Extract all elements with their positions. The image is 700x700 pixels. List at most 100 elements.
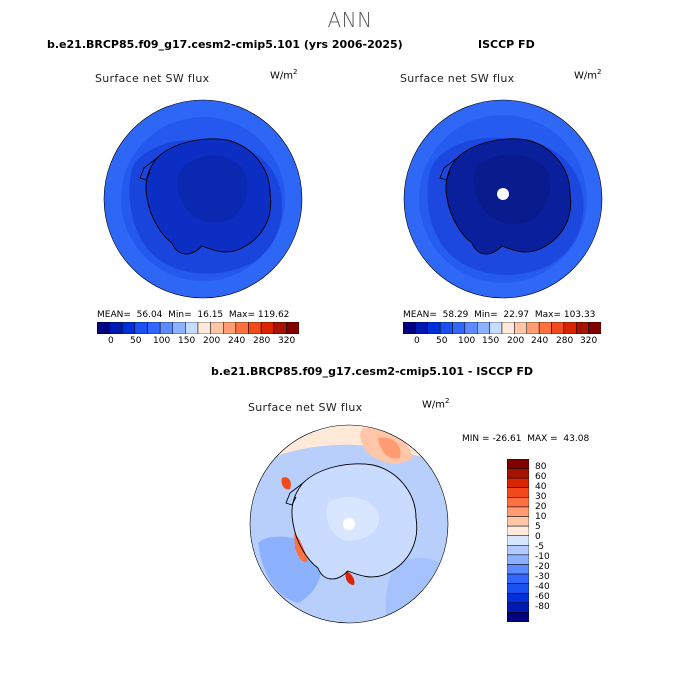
panel2-colorbar-swatch [403,322,416,334]
panel2-colorbar-swatch [477,322,490,334]
panel3-colorbar-swatch [507,535,529,546]
panel1-tick: 240 [228,336,246,346]
panel1-case-title: b.e21.BRCP85.f09_g17.cesm2-cmip5.101 (yr… [47,38,403,51]
panel2-tick: 150 [482,336,500,346]
panel2-colorbar-swatch [526,322,540,334]
panel2-tick: 200 [507,336,525,346]
panel1-colorbar-swatch [248,322,262,334]
panel3-colorbar-swatch [507,554,529,565]
panel1-colorbar-swatch [286,322,299,334]
panel1-stats: MEAN= 56.04 Min= 16.15 Max= 119.62 [97,310,290,320]
panel3-tick: -60 [535,592,550,602]
panel2-colorbar-swatch [514,322,528,334]
panel3-pole-hole [343,518,355,530]
panel1-variable-title: Surface net SW flux [95,72,210,85]
panel2-colorbar-ticks: 0 50 100 150 200 240 280 320 [403,336,613,348]
panel2-colorbar-swatch [588,322,601,334]
panel1-colorbar-swatch [185,322,199,334]
panel3-coastline [291,463,418,580]
panel3-case-title: b.e21.BRCP85.f09_g17.cesm2-cmip5.101 - I… [211,365,533,378]
panel1-tick: 280 [253,336,271,346]
panel1-colorbar-ticks: 0 50 100 150 200 240 280 320 [97,336,307,348]
panel3-colorbar-swatch [507,573,529,584]
panel3-colorbar-swatch [507,592,529,604]
panel3-tick: -80 [535,602,550,612]
panel3-tick: -20 [535,562,550,572]
panel2-tick: 240 [531,336,549,346]
panel1-peninsula [139,157,158,181]
panel1-colorbar-swatch [134,322,148,334]
panel3-peninsula [285,482,304,506]
panel2-pole-hole [497,188,509,200]
panel2-colorbar-swatch [427,322,441,334]
panel2-tick: 100 [458,336,476,346]
panel1-coastline [145,138,272,255]
panel3-max-value: 43.08 [563,434,590,444]
panel3-tick: 0 [535,532,541,542]
panel3-colorbar-swatch [507,545,529,556]
panel1-tick: 200 [203,336,221,346]
panel2-colorbar-swatch [452,322,466,334]
panel2-variable-title: Surface net SW flux [400,72,515,85]
panel2-colorbar-swatch [576,322,589,334]
panel3-plateau-field [326,497,379,541]
panel1-colorbar-swatch [210,322,224,334]
panel3-units: W/m2 [422,397,450,411]
panel2-tick: 280 [556,336,574,346]
panel1-units: W/m2 [270,68,298,82]
panel3-map-border [249,424,449,624]
panel2-tick: 320 [580,336,598,346]
panel3-warm-peninsula [281,477,291,490]
panel2-colorbar-swatch [501,322,515,334]
panel2-mean-value: 58.29 [442,310,469,320]
panel3-colorbar [507,459,529,622]
panel2-polar-map [403,99,603,299]
panel2-colorbar-swatch [551,322,565,334]
panel1-tick: 50 [130,336,142,346]
panel3-tick: -40 [535,582,550,592]
panel2-peninsula [439,157,458,181]
panel2-plateau-field [473,154,550,225]
panel3-tick: 80 [535,462,547,472]
panel2-colorbar-swatch [464,322,478,334]
panel1-max-value: 119.62 [257,310,290,320]
panel3-colorbar-swatch [507,516,529,527]
panel3-colorbar-swatch [507,602,529,613]
panel1-tick: 320 [278,336,296,346]
panel3-tick: 10 [535,512,547,522]
panel2-colorbar [403,322,601,334]
panel2-tick: 50 [436,336,448,346]
panel2-colorbar-swatch [538,322,552,334]
panel1-colorbar-swatch [223,322,237,334]
panel2-tick: 0 [414,336,420,346]
panel3-tick: 20 [535,502,547,512]
panel3-colorbar-swatch [507,487,529,498]
panel1-colorbar-swatch [109,322,123,334]
panel1-colorbar-swatch [172,322,186,334]
panel2-colorbar-swatch [439,322,453,334]
panel1-map-border [103,99,303,299]
panel1-plateau-field [177,155,248,223]
panel3-min-value: -26.61 [492,434,522,444]
panel2-case-title: ISCCP FD [478,38,535,51]
panel1-mean-value: 56.04 [136,310,163,320]
panel2-coastline [445,138,572,255]
season-title: ANN [327,8,373,32]
panel1-min-value: 16.15 [197,310,224,320]
panel1-colorbar-swatch [260,322,275,334]
panel2-stats: MEAN= 58.29 Min= 22.97 Max= 103.33 [403,310,596,320]
panel1-tick: 0 [108,336,114,346]
panel3-polar-map [249,424,449,624]
panel2-units: W/m2 [574,68,602,82]
panel3-tick: -30 [535,572,550,582]
panel3-colorbar-swatch [507,506,529,517]
panel2-colorbar-swatch [415,322,429,334]
panel3-tick: 40 [535,482,547,492]
panel3-colorbar-swatch [507,612,529,622]
panel2-colorbar-swatch [563,322,577,334]
panel3-colorbar-swatch [507,468,529,479]
panel3-tick: -10 [535,552,550,562]
panel3-stats: MIN = -26.61 MAX = 43.08 [462,434,590,444]
panel2-map-border [403,99,603,299]
panel1-tick: 150 [178,336,196,346]
